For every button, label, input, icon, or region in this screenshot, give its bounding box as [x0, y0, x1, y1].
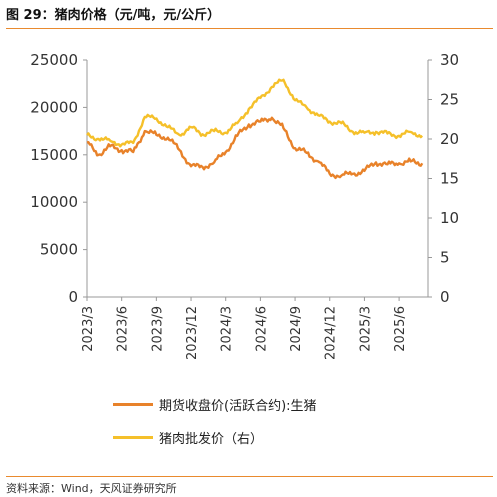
- x-tick-label: 2025/3: [358, 306, 373, 352]
- series-line-wholesale: [86, 78, 424, 148]
- source-note: 资料来源：Wind，天风证券研究所: [6, 482, 177, 495]
- chart-title: 图 29：猪肉价格（元/吨，元/公斤）: [6, 8, 221, 23]
- y-right-tick-label: 20: [440, 130, 459, 148]
- source-rule: [6, 476, 493, 477]
- y-left-tick-label: 5000: [40, 241, 78, 259]
- y-left-tick-label: 25000: [30, 51, 78, 69]
- legend-label-wholesale: 猪肉批发价（右）: [159, 432, 264, 447]
- x-tick-label: 2024/9: [289, 306, 304, 352]
- x-tick-label: 2025/6: [393, 306, 408, 352]
- x-tick-label: 2023/6: [116, 306, 131, 352]
- x-tick-label: 2024/6: [254, 306, 269, 352]
- legend-swatch-wholesale: [113, 436, 153, 439]
- y-left-tick-label: 10000: [30, 193, 78, 211]
- y-right-tick-label: 5: [440, 249, 450, 267]
- y-left-tick-label: 15000: [30, 146, 78, 164]
- x-tick-label: 2024/3: [220, 306, 235, 352]
- y-right-tick-label: 30: [440, 51, 459, 69]
- x-tick-label: 2024/12: [324, 306, 339, 360]
- series-line-futures: [86, 116, 424, 180]
- y-left-tick-label: 0: [68, 288, 78, 306]
- legend-item-futures: 期货收盘价(活跃合约):生猪: [113, 395, 317, 414]
- y-right-tick-label: 0: [440, 288, 450, 306]
- legend-label-futures: 期货收盘价(活跃合约):生猪: [159, 399, 317, 414]
- y-right-tick-label: 15: [440, 170, 459, 188]
- legend-swatch-futures: [113, 403, 153, 406]
- x-tick-label: 2023/3: [81, 306, 96, 352]
- legend-item-wholesale: 猪肉批发价（右）: [113, 428, 263, 447]
- y-left-tick-label: 20000: [30, 98, 78, 116]
- y-right-tick-label: 10: [440, 209, 459, 227]
- y-right-tick-label: 25: [440, 91, 459, 109]
- x-tick-label: 2023/12: [185, 306, 200, 360]
- title-rule: [6, 28, 493, 29]
- x-tick-label: 2023/9: [150, 306, 165, 352]
